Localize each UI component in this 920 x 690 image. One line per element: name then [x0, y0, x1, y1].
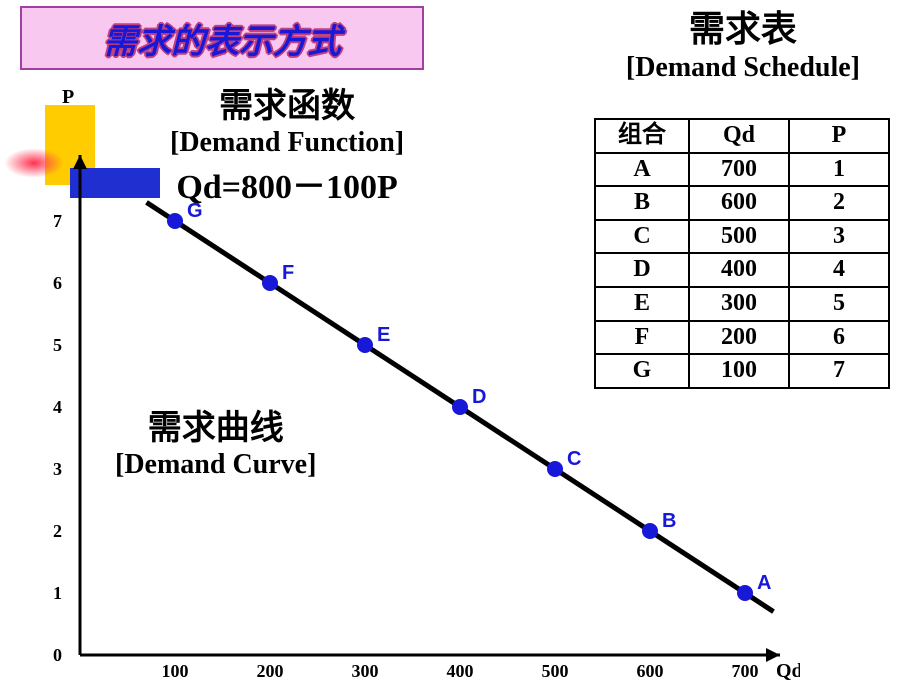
y-axis-arrow	[73, 155, 87, 169]
data-point	[642, 523, 658, 539]
data-point	[262, 275, 278, 291]
y-tick-label: 1	[53, 583, 62, 603]
y-tick-label: 7	[53, 211, 62, 231]
x-tick-label: 400	[447, 661, 474, 680]
cell-p: 3	[789, 220, 889, 254]
data-point-label: C	[567, 448, 581, 470]
y-axis-label: P	[62, 86, 74, 108]
title-box: 需求的表示方式	[20, 6, 424, 70]
y-tick-label: 4	[53, 397, 62, 417]
data-point-label: F	[282, 262, 294, 284]
y-tick-label: 0	[53, 645, 62, 665]
data-point-label: D	[472, 386, 486, 408]
data-point	[452, 399, 468, 415]
y-tick-label: 6	[53, 273, 62, 293]
cell-p: 7	[789, 354, 889, 388]
y-tick-label: 3	[53, 459, 62, 479]
x-tick-label: 500	[542, 661, 569, 680]
data-point	[167, 213, 183, 229]
x-tick-label: 200	[257, 661, 284, 680]
data-point-label: B	[662, 510, 676, 532]
schedule-title-cn: 需求表	[626, 0, 860, 52]
cell-p: 6	[789, 321, 889, 355]
data-point	[547, 461, 563, 477]
data-point	[737, 585, 753, 601]
y-tick-label: 5	[53, 335, 62, 355]
demand-curve-chart: 100 200 300 400 500 600 700 0 1 2 3 4 5 6 7 P Qd A B C D E F G	[20, 80, 800, 680]
col-p: P	[789, 119, 889, 153]
title-text: 需求的表示方式	[103, 14, 341, 63]
data-point-label: A	[757, 572, 771, 594]
x-axis-label: Qd	[776, 660, 800, 680]
y-tick-label: 2	[53, 521, 62, 541]
x-tick-label: 300	[352, 661, 379, 680]
cell-p: 5	[789, 287, 889, 321]
x-tick-label: 700	[732, 661, 759, 680]
data-point-label: E	[377, 324, 390, 346]
cell-p: 2	[789, 186, 889, 220]
data-point	[357, 337, 373, 353]
cell-p: 4	[789, 253, 889, 287]
data-point-label: G	[187, 200, 203, 222]
cell-p: 1	[789, 153, 889, 187]
x-tick-label: 100	[162, 661, 189, 680]
schedule-title: 需求表 [Demand Schedule]	[626, 0, 860, 84]
x-tick-label: 600	[637, 661, 664, 680]
